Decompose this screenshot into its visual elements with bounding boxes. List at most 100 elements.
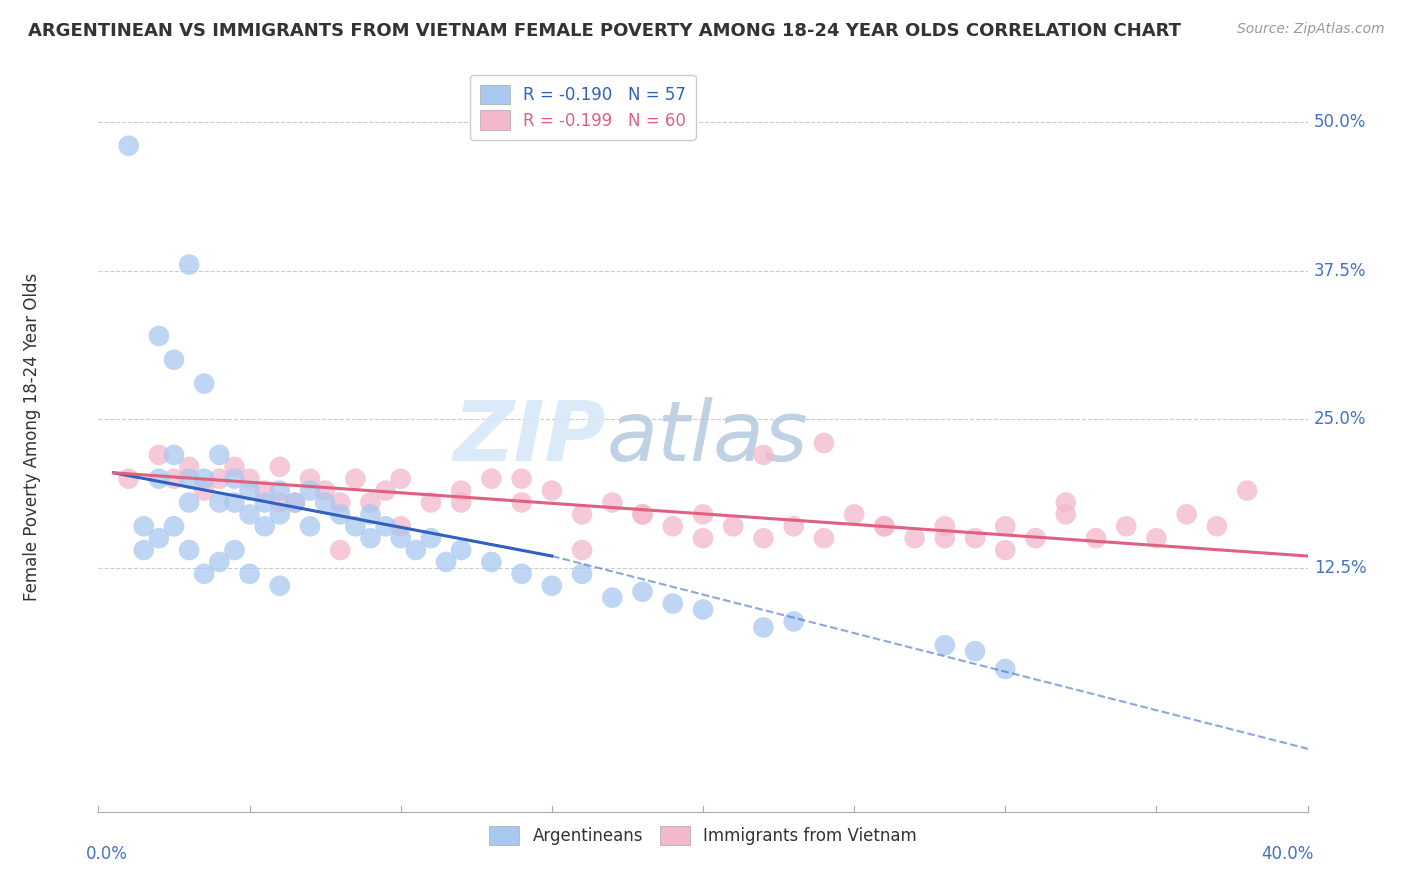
Point [239, 566, 262, 581]
Point [994, 662, 1017, 676]
Point [329, 508, 352, 522]
Text: 25.0%: 25.0% [1313, 410, 1367, 428]
Point [631, 584, 654, 599]
Point [118, 138, 141, 153]
Point [1085, 531, 1108, 545]
Point [1175, 508, 1198, 522]
Point [193, 566, 215, 581]
Point [1054, 508, 1077, 522]
Point [1054, 495, 1077, 509]
Point [420, 495, 443, 509]
Point [450, 483, 472, 498]
Point [752, 531, 775, 545]
Point [405, 543, 427, 558]
Point [904, 531, 927, 545]
Point [813, 531, 835, 545]
Point [269, 495, 291, 509]
Text: Female Poverty Among 18-24 Year Olds: Female Poverty Among 18-24 Year Olds [22, 273, 41, 601]
Point [224, 543, 246, 558]
Point [314, 483, 336, 498]
Point [118, 472, 141, 486]
Legend: Argentineans, Immigrants from Vietnam: Argentineans, Immigrants from Vietnam [482, 820, 924, 852]
Point [540, 483, 562, 498]
Point [994, 519, 1017, 533]
Point [208, 555, 231, 569]
Point [450, 543, 472, 558]
Text: 40.0%: 40.0% [1261, 846, 1313, 863]
Point [481, 555, 503, 569]
Point [344, 519, 367, 533]
Point [299, 472, 322, 486]
Point [193, 472, 215, 486]
Point [752, 620, 775, 634]
Point [179, 472, 201, 486]
Point [208, 472, 231, 486]
Point [934, 638, 956, 652]
Point [224, 472, 246, 486]
Point [540, 579, 562, 593]
Point [965, 531, 987, 545]
Point [692, 531, 714, 545]
Point [1115, 519, 1137, 533]
Point [253, 495, 276, 509]
Point [179, 258, 201, 272]
Point [602, 495, 624, 509]
Point [132, 519, 155, 533]
Point [873, 519, 896, 533]
Point [510, 472, 533, 486]
Point [208, 495, 231, 509]
Text: ZIP: ZIP [454, 397, 606, 477]
Point [389, 519, 412, 533]
Point [179, 495, 201, 509]
Point [163, 519, 186, 533]
Point [1024, 531, 1046, 545]
Point [420, 531, 443, 545]
Point [692, 508, 714, 522]
Point [269, 459, 291, 474]
Point [148, 472, 170, 486]
Point [934, 519, 956, 533]
Point [253, 519, 276, 533]
Point [692, 602, 714, 616]
Point [163, 448, 186, 462]
Point [208, 448, 231, 462]
Point [450, 495, 472, 509]
Point [148, 448, 170, 462]
Text: atlas: atlas [606, 397, 808, 477]
Point [844, 508, 866, 522]
Point [148, 531, 170, 545]
Point [179, 459, 201, 474]
Point [510, 566, 533, 581]
Point [269, 579, 291, 593]
Point [631, 508, 654, 522]
Point [314, 495, 336, 509]
Text: ARGENTINEAN VS IMMIGRANTS FROM VIETNAM FEMALE POVERTY AMONG 18-24 YEAR OLDS CORR: ARGENTINEAN VS IMMIGRANTS FROM VIETNAM F… [28, 22, 1181, 40]
Point [299, 519, 322, 533]
Text: 12.5%: 12.5% [1313, 559, 1367, 577]
Point [239, 472, 262, 486]
Point [1206, 519, 1229, 533]
Point [193, 483, 215, 498]
Point [179, 543, 201, 558]
Point [965, 644, 987, 658]
Text: 0.0%: 0.0% [86, 846, 128, 863]
Point [661, 597, 683, 611]
Point [374, 483, 396, 498]
Point [224, 495, 246, 509]
Point [374, 519, 396, 533]
Point [299, 483, 322, 498]
Point [434, 555, 457, 569]
Point [1146, 531, 1168, 545]
Point [783, 615, 806, 629]
Point [813, 436, 835, 450]
Point [481, 472, 503, 486]
Point [723, 519, 745, 533]
Text: Source: ZipAtlas.com: Source: ZipAtlas.com [1237, 22, 1385, 37]
Point [148, 329, 170, 343]
Point [284, 495, 307, 509]
Point [269, 508, 291, 522]
Point [132, 543, 155, 558]
Point [389, 531, 412, 545]
Point [571, 508, 593, 522]
Point [239, 508, 262, 522]
